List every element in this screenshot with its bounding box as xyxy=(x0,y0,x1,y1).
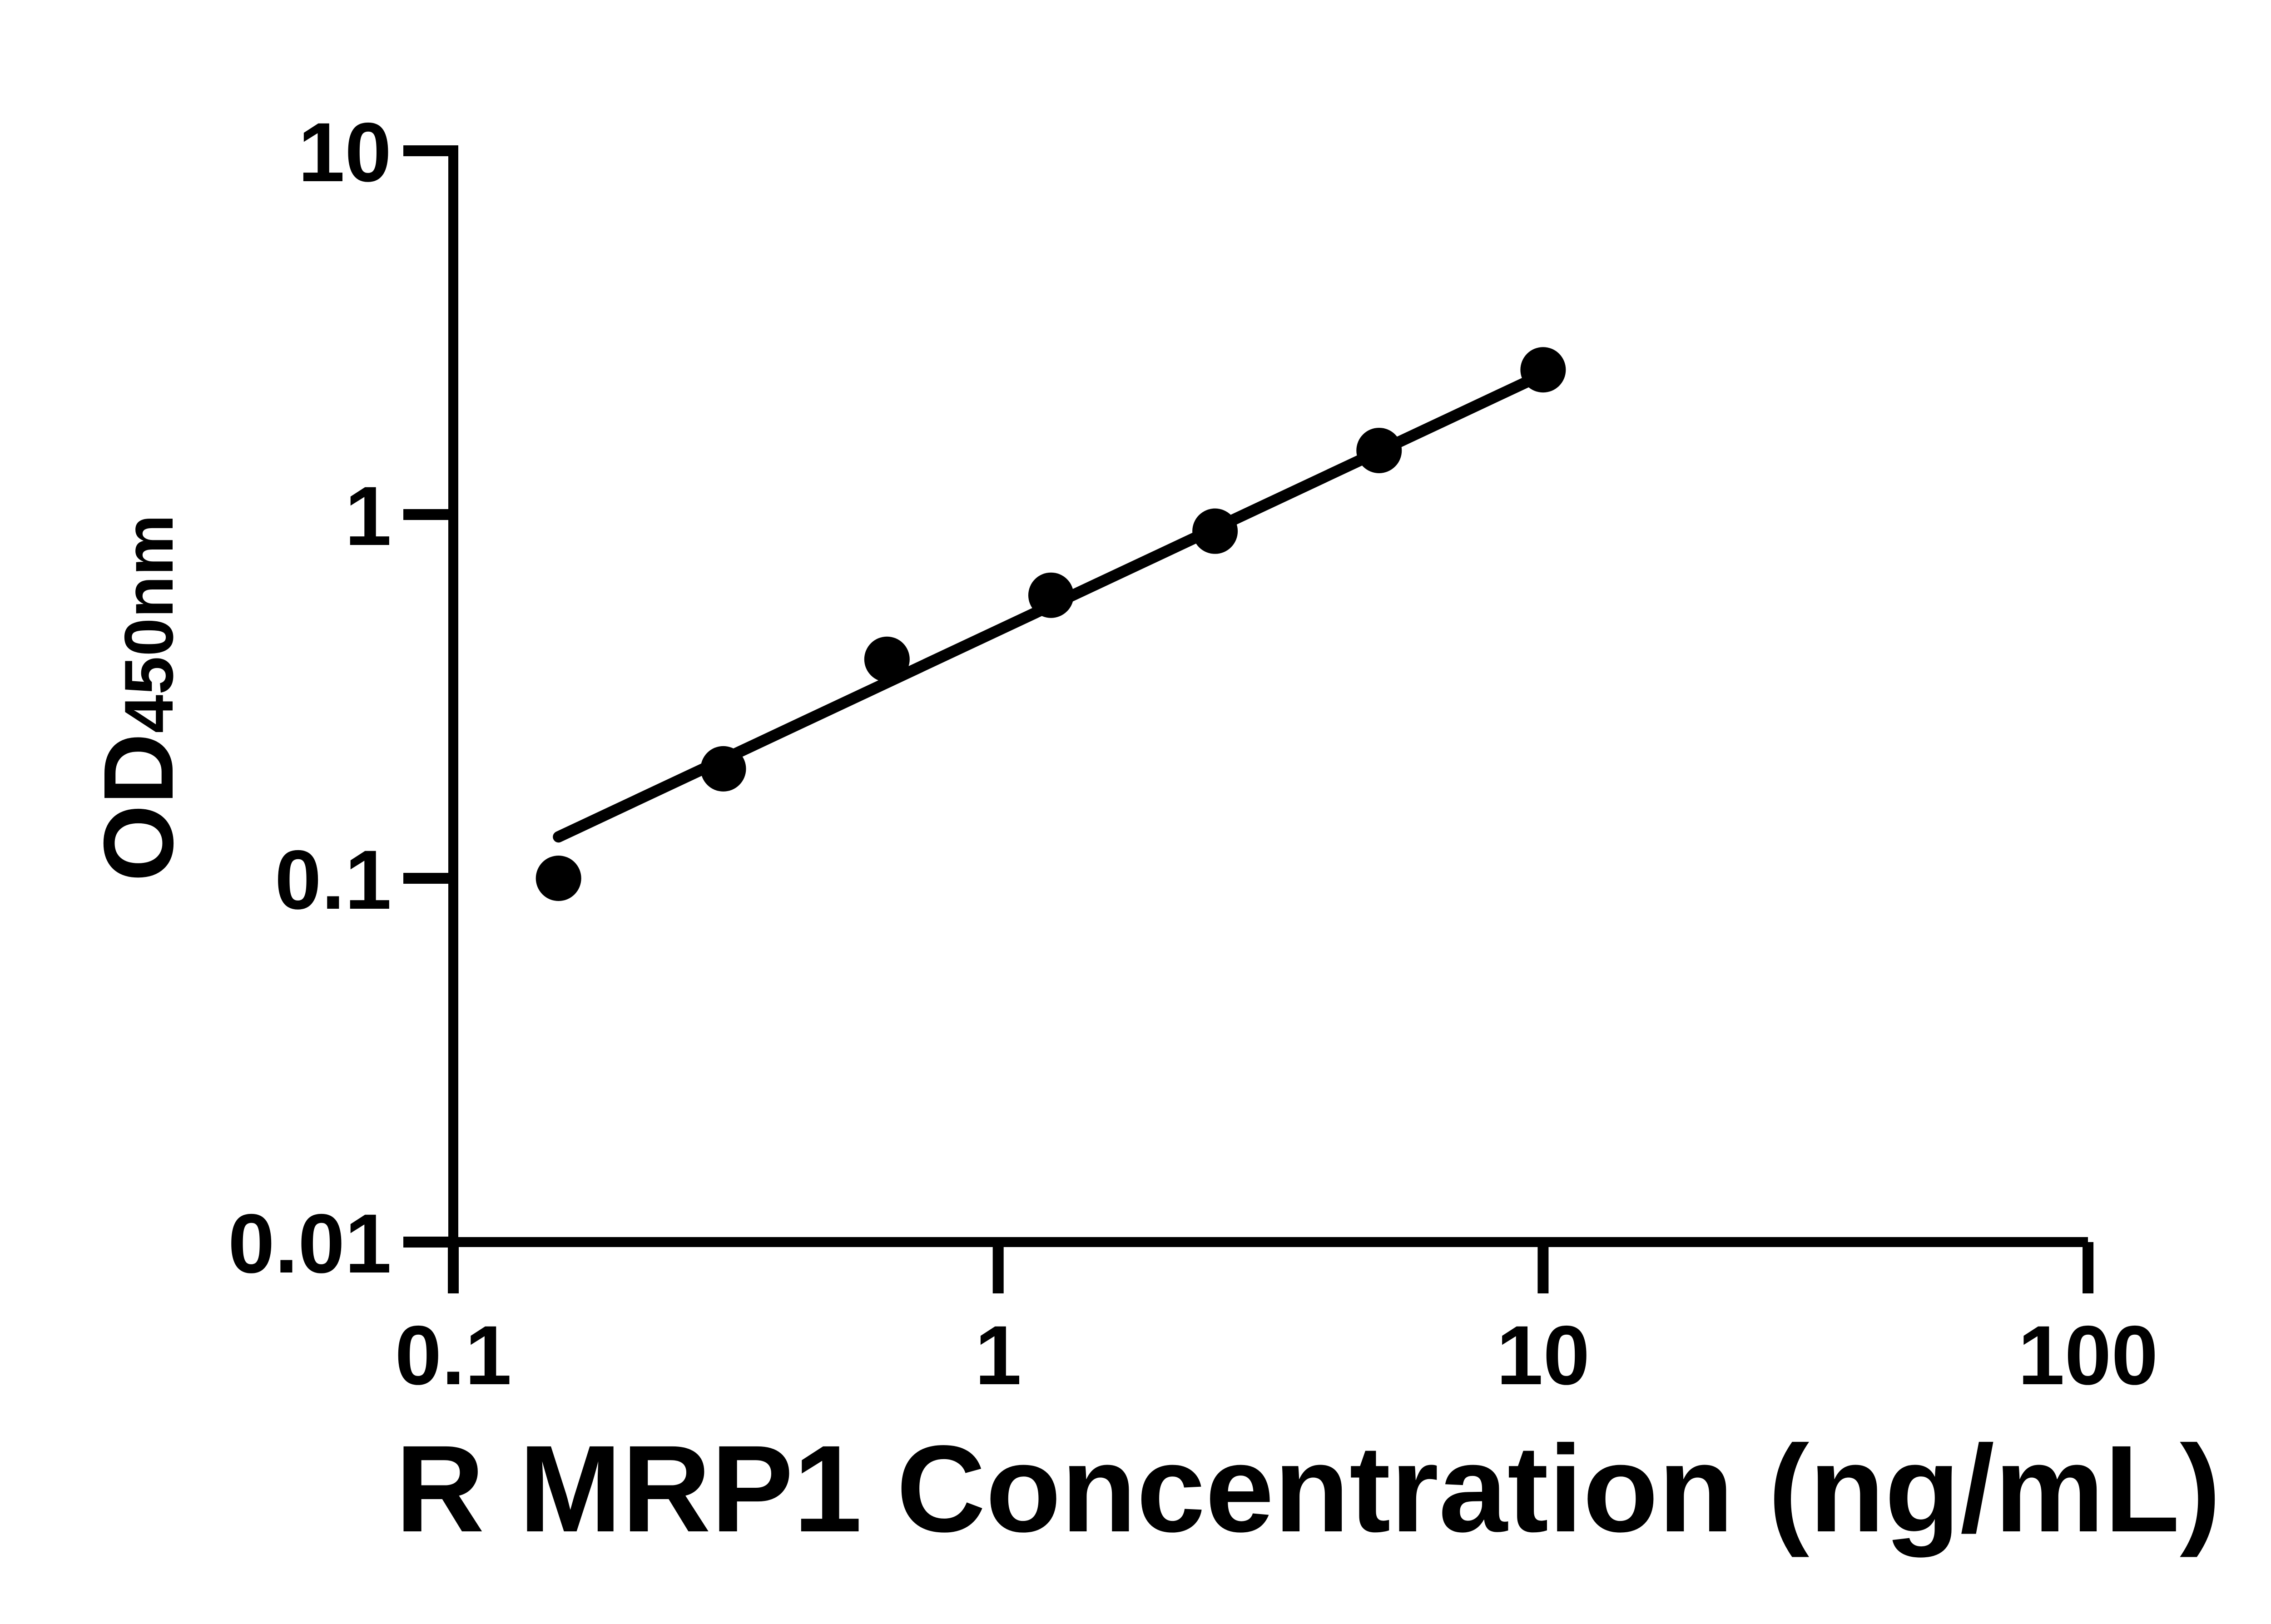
x-tick-label: 10 xyxy=(1497,1309,1590,1402)
y-axis-tick-labels: 10 1 0.1 0.01 xyxy=(228,106,392,1291)
x-axis-tick-labels: 0.1 1 10 100 xyxy=(395,1309,2158,1402)
x-tick-label: 1 xyxy=(975,1309,1021,1402)
data-points xyxy=(536,347,1566,901)
y-tick-label: 0.1 xyxy=(275,833,392,927)
x-axis-title: R MRP1 Concentration (ng/mL) xyxy=(395,1420,2221,1559)
y-axis-title-subscript: 450nm xyxy=(110,515,188,733)
data-point xyxy=(864,636,910,682)
y-axis-title-main: OD xyxy=(84,733,194,881)
data-point xyxy=(1192,508,1238,554)
data-point xyxy=(700,746,746,792)
x-axis-ticks xyxy=(448,1242,2094,1293)
data-point xyxy=(1520,347,1566,393)
y-tick-label: 0.01 xyxy=(228,1197,392,1291)
y-tick-label: 1 xyxy=(345,470,392,563)
data-point xyxy=(1356,427,1402,473)
axis-frame xyxy=(448,151,2088,1247)
data-series xyxy=(536,347,1566,901)
data-point xyxy=(1028,572,1074,618)
x-tick-label: 100 xyxy=(2018,1309,2158,1402)
y-tick-label: 10 xyxy=(298,106,392,199)
x-tick-label: 0.1 xyxy=(395,1309,511,1402)
y-axis-title: OD450nm xyxy=(84,515,194,882)
data-point xyxy=(536,856,581,901)
